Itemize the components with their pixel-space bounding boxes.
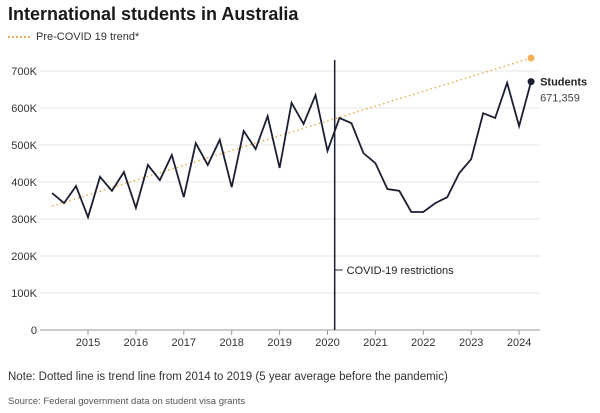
y-tick-label: 700K xyxy=(11,66,37,78)
y-tick-label: 500K xyxy=(11,140,37,152)
y-tick-label: 300K xyxy=(11,214,37,226)
x-tick-label: 2023 xyxy=(459,337,483,349)
chart-title: International students in Australia xyxy=(8,4,299,24)
x-tick-label: 2022 xyxy=(411,337,435,349)
x-tick-label: 2018 xyxy=(219,337,243,349)
x-tick-label: 2016 xyxy=(124,337,148,349)
trend-end-point xyxy=(527,54,535,62)
y-tick-label: 200K xyxy=(11,251,37,263)
legend-trend-swatch xyxy=(8,36,30,38)
y-tick-label: 600K xyxy=(11,103,37,115)
chart-note: Note: Dotted line is trend line from 201… xyxy=(8,371,448,383)
legend-trend-label: Pre-COVID 19 trend* xyxy=(36,31,140,43)
x-tick-label: 2017 xyxy=(172,337,196,349)
chart-source: Source: Federal government data on stude… xyxy=(8,396,246,407)
y-tick-label: 400K xyxy=(11,177,37,189)
x-tick-label: 2021 xyxy=(363,337,387,349)
end-value: 671,359 xyxy=(540,93,580,105)
end-label: Students xyxy=(540,77,587,89)
y-tick-label: 0 xyxy=(31,325,37,337)
y-tick-label: 100K xyxy=(11,288,37,300)
students-end-point xyxy=(527,78,535,86)
students-line xyxy=(51,79,532,220)
covid-label: COVID-19 restrictions xyxy=(347,265,454,277)
x-tick-label: 2019 xyxy=(267,337,291,349)
x-tick-label: 2020 xyxy=(315,337,339,349)
legend: Pre-COVID 19 trend* xyxy=(8,31,139,43)
x-tick-label: 2015 xyxy=(76,337,100,349)
x-tick-label: 2024 xyxy=(507,337,531,349)
trend-line xyxy=(51,57,532,207)
